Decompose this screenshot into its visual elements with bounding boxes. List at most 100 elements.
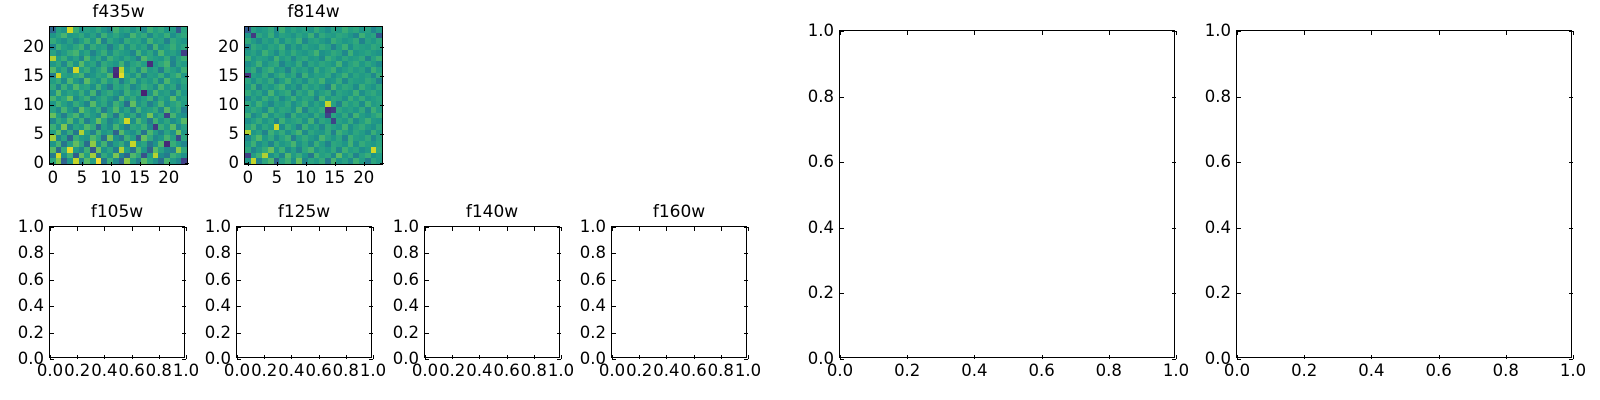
y-tick-right [557, 227, 561, 229]
x-tick-top [506, 227, 508, 231]
tick-label: 1.0 [359, 361, 387, 380]
x-tick [748, 355, 750, 359]
y-tick-right [182, 253, 186, 255]
x-tick [561, 355, 563, 359]
y-tick [245, 134, 249, 136]
tick-label: 1.0 [807, 20, 834, 40]
y-tick [237, 279, 241, 281]
y-tick-right [1172, 162, 1176, 164]
x-tick [720, 355, 722, 359]
y-tick-right [1569, 31, 1573, 33]
x-tick [1505, 355, 1507, 359]
tick-label: 0.6 [807, 151, 834, 171]
tick-label: 0 [47, 168, 59, 187]
x-tick-top [158, 227, 160, 231]
x-tick [452, 355, 454, 359]
tick-label: 0.8 [392, 243, 419, 263]
y-tick [840, 293, 844, 295]
tick-label: 0.6 [493, 361, 520, 380]
y-tick [840, 31, 844, 33]
x-tick-top [840, 31, 842, 35]
tick-label: 0.8 [145, 361, 172, 380]
y-tick [50, 163, 54, 165]
x-tick-top [1573, 31, 1575, 35]
x-tick-top [425, 227, 427, 231]
y-tick-right [1569, 96, 1573, 98]
y-tick [50, 76, 54, 78]
x-tick-top [52, 27, 54, 31]
tick-label: 0.4 [466, 361, 493, 380]
x-tick [1176, 355, 1178, 359]
tick-label: 0.8 [579, 243, 606, 263]
y-tick [1237, 359, 1241, 361]
tick-label: 0.4 [392, 295, 419, 315]
heatmap-image [50, 27, 187, 164]
tick-label: 0.8 [1204, 86, 1231, 106]
tick-label: 0.8 [204, 243, 231, 263]
y-tick [50, 227, 54, 229]
tick-label: 0.4 [1204, 217, 1231, 237]
y-tick [612, 306, 616, 308]
y-tick-right [1569, 227, 1573, 229]
x-tick [373, 355, 375, 359]
y-tick [50, 306, 54, 308]
y-tick-right [185, 105, 189, 107]
y-tick-right [1569, 162, 1573, 164]
x-tick [110, 162, 112, 166]
tick-label: 0.0 [826, 361, 854, 380]
y-tick-right [369, 227, 373, 229]
y-tick [840, 162, 844, 164]
axes-title: f125w [277, 202, 331, 223]
x-tick-top [1041, 31, 1043, 35]
tick-label: 0 [242, 168, 254, 187]
x-tick-top [81, 27, 83, 31]
y-tick-right [182, 227, 186, 229]
tick-label: 1.0 [172, 361, 200, 380]
tick-label: 0.2 [1291, 361, 1318, 380]
y-tick-right [1172, 359, 1176, 361]
y-tick-right [369, 306, 373, 308]
x-tick [612, 355, 614, 359]
tick-label: 15 [129, 168, 151, 187]
x-tick [907, 355, 909, 359]
tick-label: 0.2 [807, 283, 834, 303]
tick-label: 0.2 [894, 361, 921, 380]
x-tick-top [247, 27, 249, 31]
x-tick [479, 355, 481, 359]
tick-label: 0.6 [17, 269, 44, 289]
y-tick [425, 279, 429, 281]
x-tick-top [291, 227, 293, 231]
x-tick-top [1371, 31, 1373, 35]
tick-label: 10 [23, 94, 44, 114]
y-tick-right [1172, 96, 1176, 98]
tick-label: 0.0 [204, 348, 231, 368]
x-tick-top [186, 227, 188, 231]
f140w-plot: f140w 0.0 0.2 0.4 0.6 0.8 1.0 0.0 0.2 0.4 0.6 0.8 1.… [393, 203, 574, 378]
tick-label: 0.6 [1028, 361, 1055, 380]
x-tick-top [264, 227, 266, 231]
y-tick [1237, 96, 1241, 98]
y-tick [425, 253, 429, 255]
x-tick-top [334, 27, 336, 31]
tick-label: 0.8 [520, 361, 547, 380]
tick-label: 10 [100, 168, 122, 187]
tick-label: 0.2 [1204, 283, 1231, 303]
y-tick-right [185, 134, 189, 136]
x-tick-top [907, 31, 909, 35]
x-tick [1237, 355, 1239, 359]
x-tick-top [639, 227, 641, 231]
y-tick [50, 105, 54, 107]
f160w-plot: f160w 0.0 0.2 0.4 0.6 0.8 1.0 0.0 0.2 0.4 0.6 0.8 1.… [580, 203, 761, 378]
tick-label: 0.8 [17, 243, 44, 263]
tick-label: 0.0 [579, 348, 606, 368]
x-tick [139, 162, 141, 166]
y-tick [612, 227, 616, 229]
y-tick [1237, 293, 1241, 295]
f435w-image: f435w 0 5 10 15 20 0 5 10 15 20 [23, 3, 189, 186]
y-tick [237, 227, 241, 229]
heatmap-image [245, 27, 382, 164]
y-tick [1237, 31, 1241, 33]
x-tick [840, 355, 842, 359]
tick-label: 1.0 [1162, 361, 1190, 380]
y-tick-right [557, 279, 561, 281]
